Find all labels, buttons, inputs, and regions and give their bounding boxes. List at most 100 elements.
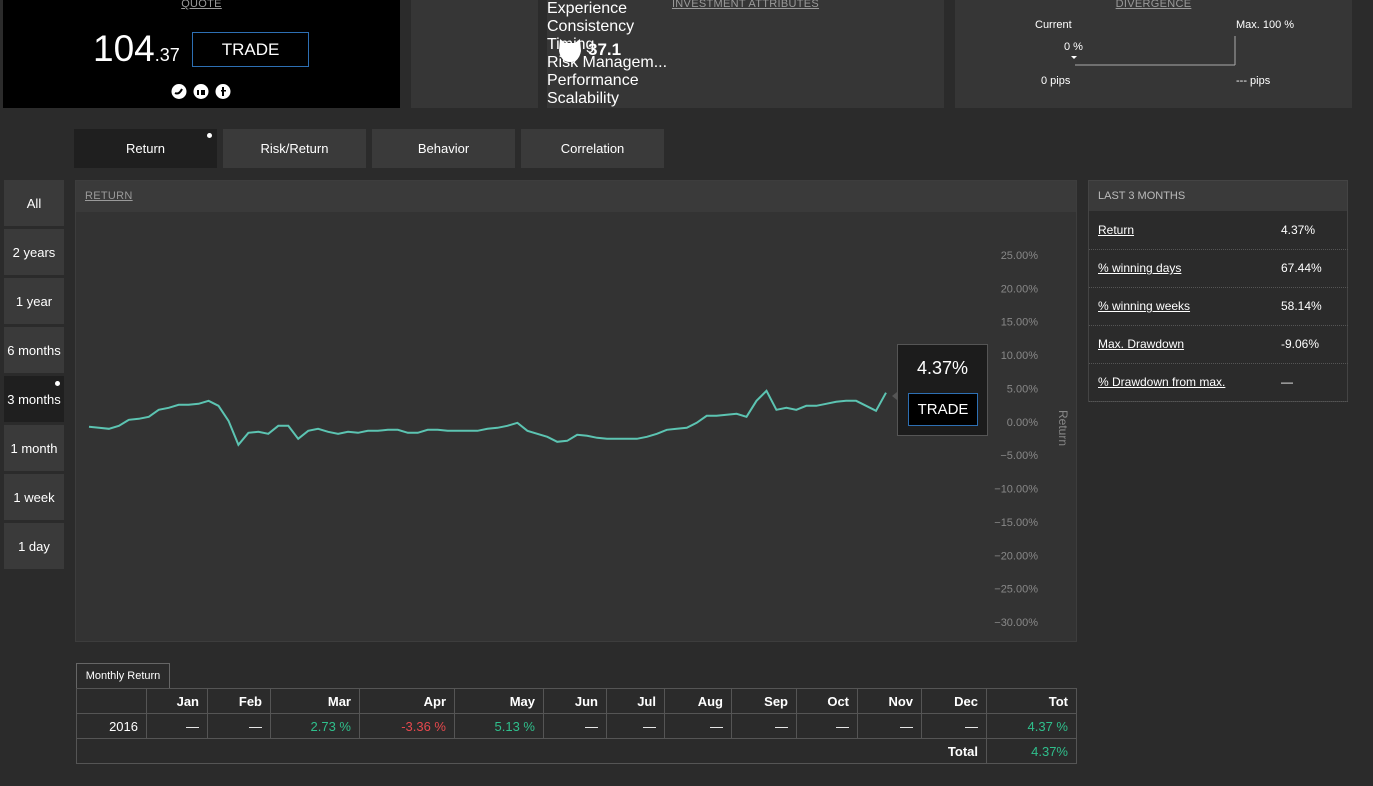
tab[interactable]: Risk/Return [223, 129, 366, 168]
tab[interactable]: Behavior [372, 129, 515, 168]
total-row: Total 4.37% [76, 738, 1077, 764]
stats-row: Return 4.37% [1089, 211, 1348, 250]
stats-name: Max. Drawdown [1098, 337, 1185, 351]
total-value: 4.37% [986, 738, 1077, 764]
header-row: Jan Feb Mar Apr May Jun Jul Aug Sep Oct Nov Dec Tot [76, 688, 1077, 714]
stats-value: 67.44% [1281, 261, 1322, 275]
header-cell: May [454, 688, 544, 714]
gauge-pointer [1071, 56, 1077, 59]
price-int: 104 [93, 28, 155, 69]
header-cell: Tot [986, 688, 1077, 714]
data-cell: — [543, 713, 607, 739]
stats-name: % winning weeks [1098, 299, 1191, 313]
facebook-glyph [221, 90, 226, 92]
y-tick-label: −15.00% [994, 517, 1038, 529]
header-cell: Jul [606, 688, 665, 714]
header-cell: Aug [664, 688, 732, 714]
period-button[interactable]: 1 week [4, 474, 64, 520]
header-cell: Oct [796, 688, 858, 714]
active-dot [55, 381, 60, 386]
attribute-name: Performance [547, 72, 639, 89]
current-value: 0 % [1064, 41, 1083, 53]
data-cell: 2.73 % [270, 713, 360, 739]
social-icons [171, 84, 231, 99]
current-label: Current [1035, 19, 1072, 31]
tooltip-trade-button[interactable]: TRADE [908, 393, 978, 426]
stats-name: % Drawdown from max. [1098, 375, 1226, 389]
data-cell: — [146, 713, 208, 739]
period-button[interactable]: 2 years [4, 229, 64, 275]
y-tick-label: −10.00% [994, 484, 1038, 496]
stats-row: % winning weeks 58.14% [1089, 287, 1348, 326]
y-tick-label: −25.00% [994, 584, 1038, 596]
tab[interactable]: Return [74, 129, 217, 168]
period-button[interactable]: All [4, 180, 64, 226]
investment-attributes-panel: INVESTMENT ATTRIBUTES 37.1 Experience Con… [547, 0, 944, 108]
stats-name: Return [1098, 223, 1135, 237]
empty-panel [411, 0, 538, 108]
twitter-icon[interactable] [171, 84, 187, 99]
divergence-panel: DIVERGENCE Current Max. 100 % 0 % 0 pips… [955, 0, 1352, 108]
quote-panel: QUOTE 104.37 TRADE [3, 0, 400, 108]
stats-value: 58.14% [1281, 299, 1322, 313]
header-cell: Apr [359, 688, 455, 714]
trade-button[interactable]: TRADE [192, 32, 309, 67]
tooltip: 4.37% TRADE [897, 344, 988, 436]
stats-value: -9.06% [1281, 337, 1320, 351]
y-tick-label: 0.00% [1007, 417, 1038, 429]
total-label: Total [76, 738, 987, 764]
monthly-tab[interactable]: Monthly Return [76, 663, 170, 688]
attributes-label: INVESTMENT ATTRIBUTES [671, 0, 820, 10]
divergence-gauge [1071, 36, 1236, 66]
max-pips: --- pips [1236, 75, 1271, 87]
divergence-label: DIVERGENCE [1115, 0, 1192, 10]
data-cell: — [796, 713, 858, 739]
y-axis-label: Return [1056, 410, 1070, 446]
data-cell: — [664, 713, 732, 739]
header-corner [76, 688, 147, 714]
score: 37.1 [588, 40, 622, 59]
header-cell: Feb [207, 688, 271, 714]
data-cell: 4.37 % [986, 713, 1077, 739]
chart-header [76, 181, 1076, 212]
header-cell: Nov [857, 688, 922, 714]
period-button[interactable]: 1 month [4, 425, 64, 471]
return-line [88, 389, 887, 447]
linkedin-glyph [197, 90, 199, 95]
price: 104.37 [93, 28, 180, 70]
period-button[interactable]: 1 day [4, 523, 64, 569]
data-cell: — [731, 713, 797, 739]
period-button[interactable]: 3 months [4, 376, 64, 422]
data-row: 2016— —2.73 % -3.36 % 5.13 % — — — — — — —4.37 % [76, 713, 1077, 739]
period-button[interactable]: 1 year [4, 278, 64, 324]
chart-panel: RETURN 25.00% 20.00% 15.00% 10.00% 5.00% 0.00… [75, 180, 1077, 642]
attribute-name: Scalability [547, 90, 620, 107]
data-cell: — [857, 713, 922, 739]
stats-row: % Drawdown from max. — [1089, 363, 1348, 402]
current-pips: 0 pips [1041, 75, 1071, 87]
tooltip-value: 4.37% [916, 358, 969, 378]
period-button[interactable]: 6 months [4, 327, 64, 373]
y-tick-label: −30.00% [994, 617, 1038, 629]
data-cell: 2016 [76, 713, 147, 739]
stats-panel: LAST 3 MONTHS Return 4.37% % winning days 6… [1088, 180, 1348, 402]
tab[interactable]: Correlation [521, 129, 664, 168]
header-cell: Sep [731, 688, 797, 714]
header-cell: Mar [270, 688, 360, 714]
attribute-name: Experience [547, 0, 628, 17]
monthly-table: Jan Feb Mar Apr May Jun Jul Aug Sep Oct Nov Dec Tot 2… [76, 688, 1077, 764]
stats-row: Max. Drawdown -9.06% [1089, 325, 1348, 364]
linkedin-glyph [201, 90, 205, 95]
price-dec: .37 [154, 45, 180, 65]
quote-label: QUOTE [181, 0, 222, 10]
twitter-glyph [174, 88, 183, 95]
owl-icon [559, 39, 581, 62]
stats-value: 4.37% [1281, 223, 1316, 237]
y-tick-label: −20.00% [994, 550, 1038, 562]
max-label: Max. 100 % [1236, 19, 1295, 31]
data-cell: — [207, 713, 271, 739]
active-dot [207, 133, 212, 138]
data-cell: 5.13 % [454, 713, 544, 739]
y-tick-label: 25.00% [1001, 250, 1039, 262]
